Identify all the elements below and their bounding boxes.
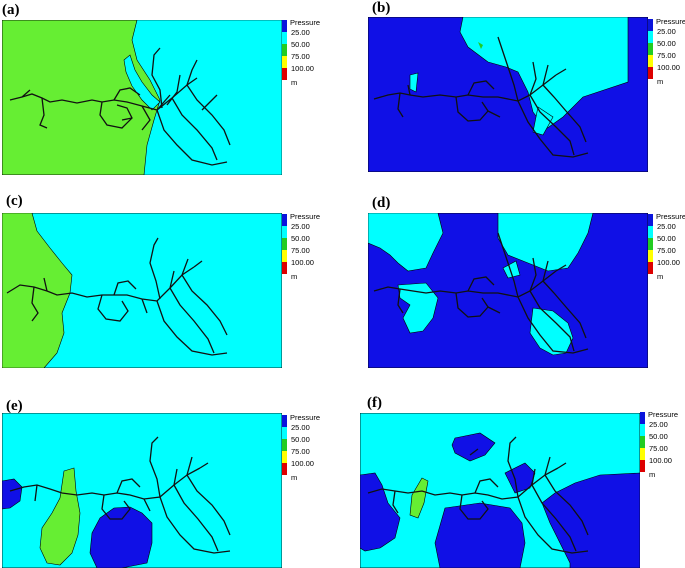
legend-swatch	[282, 56, 287, 68]
legend-swatch	[648, 238, 653, 250]
legend-tick: 100.00	[291, 64, 314, 73]
panel-label: (f)	[367, 395, 382, 411]
panel-label: (c)	[6, 193, 23, 209]
panel-label: (b)	[372, 0, 391, 16]
legend-tick: 25.00	[649, 420, 668, 429]
legend-tick: 50.00	[657, 39, 676, 48]
legend-swatch	[640, 436, 645, 448]
legend-tick: 50.00	[291, 234, 310, 243]
legend-swatch	[282, 415, 287, 427]
legend-unit: m	[649, 470, 656, 479]
legend-swatch	[282, 32, 287, 44]
legend-swatch	[282, 262, 287, 274]
legend-unit: m	[291, 272, 298, 281]
legend-title: Pressure	[290, 212, 321, 221]
legend-title: Pressure	[656, 212, 685, 221]
legend-tick: 75.00	[657, 246, 676, 255]
legend-tick: 100.00	[291, 258, 314, 267]
legend-tick: 100.00	[291, 459, 314, 468]
legend-tick: 25.00	[291, 222, 310, 231]
pipe-network	[373, 232, 589, 354]
legend-tick: 100.00	[657, 63, 680, 72]
legend-swatch	[282, 214, 287, 226]
pressure-map	[2, 413, 282, 568]
pressure-legend: Pressure 25.00 50.00 75.00 100.00 m	[648, 17, 685, 97]
legend-title: Pressure	[656, 17, 685, 26]
pipe-network	[6, 237, 228, 356]
legend-swatch	[648, 43, 653, 55]
pressure-legend: Pressure 25.00 50.00 75.00 100.00 m	[282, 413, 338, 493]
legend-tick: 75.00	[649, 444, 668, 453]
legend-swatch	[648, 19, 653, 31]
legend-title: Pressure	[648, 410, 679, 419]
legend-swatch	[282, 68, 287, 80]
pressure-legend: Pressure 25.00 50.00 75.00 100.00 m	[282, 18, 338, 98]
legend-swatch	[282, 238, 287, 250]
pipe-network	[373, 36, 589, 158]
legend-swatch	[282, 427, 287, 439]
pressure-legend: Pressure 25.00 50.00 75.00 100.00 m	[640, 410, 685, 490]
legend-swatch	[640, 460, 645, 472]
legend-swatch	[282, 463, 287, 475]
legend-tick: 75.00	[291, 52, 310, 61]
legend-swatch	[648, 31, 653, 43]
legend-swatch	[282, 226, 287, 238]
legend-swatch	[282, 250, 287, 262]
legend-tick: 75.00	[291, 447, 310, 456]
pressure-map	[368, 17, 648, 172]
pressure-map	[360, 413, 640, 568]
legend-swatch	[648, 214, 653, 226]
legend-swatch	[648, 262, 653, 274]
legend-swatch	[640, 424, 645, 436]
legend-tick: 100.00	[657, 258, 680, 267]
pressure-map	[2, 20, 282, 175]
legend-tick: 50.00	[649, 432, 668, 441]
legend-swatch	[648, 55, 653, 67]
legend-unit: m	[291, 78, 298, 87]
pressure-legend: Pressure 25.00 50.00 75.00 100.00 m	[648, 212, 685, 292]
legend-unit: m	[291, 473, 298, 482]
legend-title: Pressure	[290, 413, 321, 422]
pressure-map	[368, 213, 648, 368]
legend-tick: 75.00	[291, 246, 310, 255]
legend-tick: 25.00	[291, 28, 310, 37]
panel-label: (a)	[2, 2, 20, 18]
legend-swatch	[648, 250, 653, 262]
legend-tick: 50.00	[291, 40, 310, 49]
pressure-legend: Pressure 25.00 50.00 75.00 100.00 m	[282, 212, 338, 292]
legend-swatch	[282, 451, 287, 463]
legend-tick: 25.00	[657, 27, 676, 36]
panel-label: (e)	[6, 398, 23, 414]
legend-swatch	[648, 67, 653, 79]
legend-tick: 75.00	[657, 51, 676, 60]
legend-tick: 25.00	[291, 423, 310, 432]
legend-unit: m	[657, 77, 664, 86]
pressure-map	[2, 213, 282, 368]
legend-tick: 100.00	[649, 456, 672, 465]
legend-tick: 50.00	[657, 234, 676, 243]
pipe-network	[9, 436, 231, 554]
legend-swatch	[282, 439, 287, 451]
panel-label: (d)	[372, 195, 391, 211]
pipe-network	[9, 47, 231, 166]
legend-unit: m	[657, 272, 664, 281]
legend-swatch	[640, 412, 645, 424]
legend-title: Pressure	[290, 18, 321, 27]
legend-swatch	[648, 226, 653, 238]
pipe-network	[367, 436, 589, 554]
legend-swatch	[282, 44, 287, 56]
legend-tick: 25.00	[657, 222, 676, 231]
legend-swatch	[282, 20, 287, 32]
legend-tick: 50.00	[291, 435, 310, 444]
legend-swatch	[640, 448, 645, 460]
